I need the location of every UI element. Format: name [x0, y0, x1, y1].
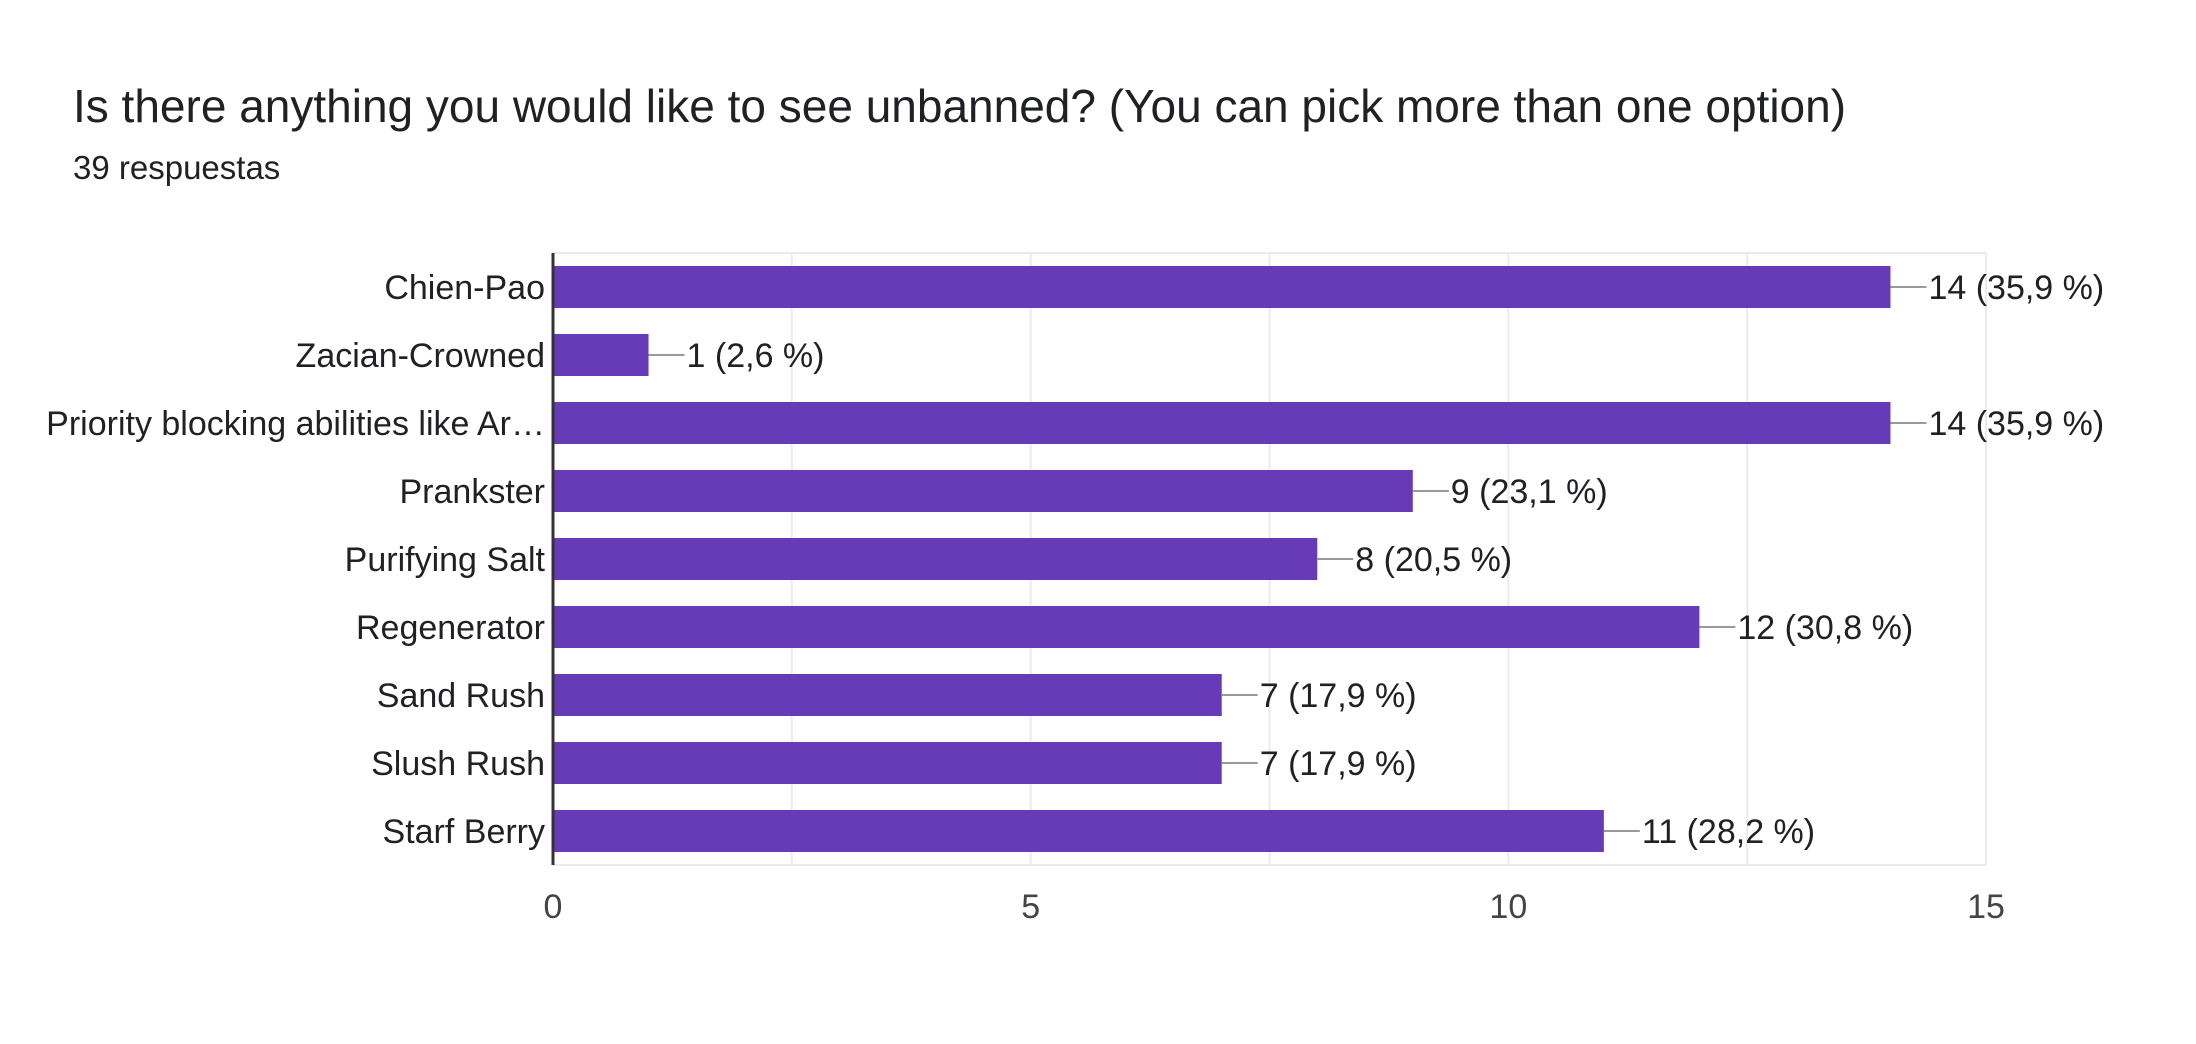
value-label: 11 (28,2 %) — [1642, 813, 1815, 851]
bar — [553, 810, 1604, 852]
bar — [553, 470, 1413, 512]
category-label: Sand Rush — [377, 677, 545, 715]
x-tick-label: 0 — [544, 888, 563, 926]
value-label: 9 (23,1 %) — [1451, 473, 1608, 511]
chart-title: Is there anything you would like to see … — [73, 80, 1847, 132]
bar — [553, 674, 1222, 716]
bar — [553, 606, 1700, 648]
axis-layer: 0 5 10 15 — [544, 253, 2005, 926]
category-label: Purifying Salt — [345, 541, 546, 579]
value-label: 14 (35,9 %) — [1928, 405, 2104, 443]
value-label: 7 (17,9 %) — [1260, 745, 1417, 783]
response-count: 39 respuestas — [73, 149, 281, 186]
label-layer: Chien-Pao 14 (35,9 %) Zacian-Crowned 1 (2,6… — [46, 269, 2104, 851]
x-tick-label: 5 — [1021, 888, 1040, 926]
bar — [553, 266, 1891, 308]
category-label: Starf Berry — [383, 813, 545, 851]
category-label: Regenerator — [356, 609, 545, 647]
bar — [553, 334, 649, 376]
category-label: Chien-Pao — [384, 269, 545, 307]
category-label: Zacian-Crowned — [296, 337, 545, 375]
bar — [553, 402, 1891, 444]
x-tick-label: 15 — [1967, 888, 2005, 926]
category-label: Prankster — [400, 473, 546, 511]
value-label: 8 (20,5 %) — [1355, 541, 1512, 579]
value-label: 14 (35,9 %) — [1928, 269, 2104, 307]
bar — [553, 538, 1318, 580]
value-label: 7 (17,9 %) — [1260, 677, 1417, 715]
category-label: Slush Rush — [371, 745, 545, 783]
x-tick-label: 10 — [1489, 888, 1527, 926]
value-label: 1 (2,6 %) — [687, 337, 825, 375]
category-label: Priority blocking abilities like Ar… — [46, 405, 545, 443]
bar-layer — [553, 266, 1891, 852]
bar — [553, 742, 1222, 784]
value-label: 12 (30,8 %) — [1737, 609, 1913, 647]
